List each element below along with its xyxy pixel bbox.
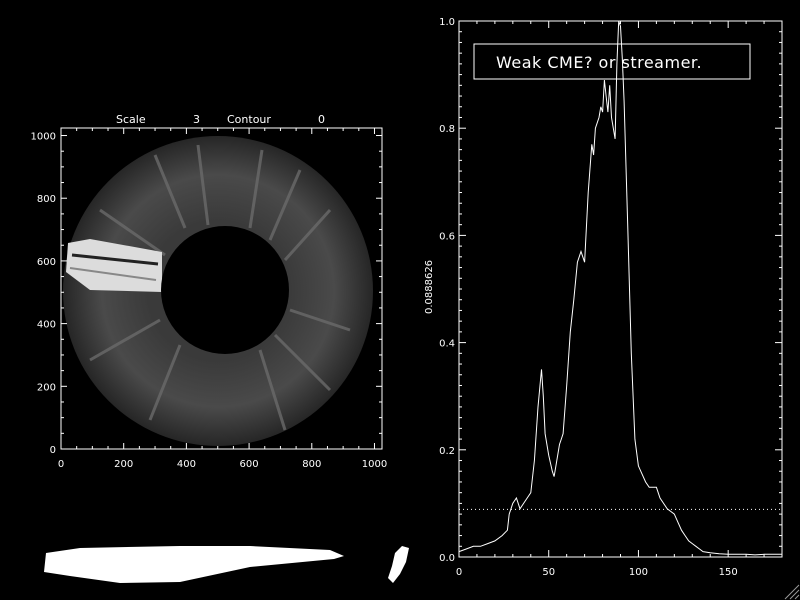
x-tick-label: 1000 xyxy=(362,459,387,470)
corona-streaks xyxy=(89,144,351,431)
occulter-disk xyxy=(161,226,289,354)
x-tick-label: 0 xyxy=(58,459,64,470)
image-panel: Scale 3 Contour 0 xyxy=(31,113,388,470)
y-tick-label: 0.0 xyxy=(439,553,455,564)
cme-bright-feature xyxy=(66,239,162,292)
y-tick-label: 800 xyxy=(37,194,56,205)
y-tick-label: 0.6 xyxy=(439,231,455,242)
profile-series-line xyxy=(458,20,782,556)
x-tick-label: 150 xyxy=(719,567,738,578)
x-tick-label: 0 xyxy=(456,567,462,578)
y-tick-label: 0.8 xyxy=(439,124,455,135)
y-axis-label: 0.0888626 xyxy=(424,260,435,314)
x-tick-label: 100 xyxy=(629,567,648,578)
annotation-box xyxy=(473,43,751,80)
x-tick-label: 200 xyxy=(114,459,133,470)
plot-frame xyxy=(458,20,783,558)
y-tick-label: 1.0 xyxy=(439,17,455,28)
y-tick-label: 600 xyxy=(37,257,56,268)
white-fleck-artifact xyxy=(388,546,409,583)
image-axes: 0 200 400 600 800 1000 0 200 400 600 800 1000 xyxy=(31,127,387,470)
scale-value: 3 xyxy=(193,113,200,126)
contour-label: Contour xyxy=(227,113,271,126)
profile-axes: 0 50 100 150 0.0 0.2 0.4 0.6 0.8 1.0 xyxy=(439,17,783,578)
corona-image xyxy=(63,136,373,446)
white-blob-artifact xyxy=(44,546,344,583)
cme-mid-lane xyxy=(69,267,157,281)
y-tick-label: 1000 xyxy=(31,132,56,143)
y-tick-label: 0.2 xyxy=(439,446,455,457)
cme-dark-lane xyxy=(71,253,159,266)
y-tick-label: 0.4 xyxy=(439,339,455,350)
x-tick-label: 800 xyxy=(302,459,321,470)
scale-label: Scale xyxy=(116,113,146,126)
resize-grip-icon[interactable] xyxy=(784,584,800,600)
contour-value: 0 xyxy=(318,113,325,126)
y-tick-label: 200 xyxy=(37,382,56,393)
x-tick-label: 600 xyxy=(240,459,259,470)
x-tick-label: 50 xyxy=(542,567,555,578)
y-tick-label: 400 xyxy=(37,320,56,331)
x-tick-label: 400 xyxy=(177,459,196,470)
profile-chart: 0 50 100 150 0.0 0.2 0.4 0.6 0.8 1.0 0.0888626 We… xyxy=(424,17,783,578)
image-frame xyxy=(60,127,383,450)
annotation-text: Weak CME? or streamer. xyxy=(496,53,702,72)
y-tick-label: 0 xyxy=(50,445,56,456)
